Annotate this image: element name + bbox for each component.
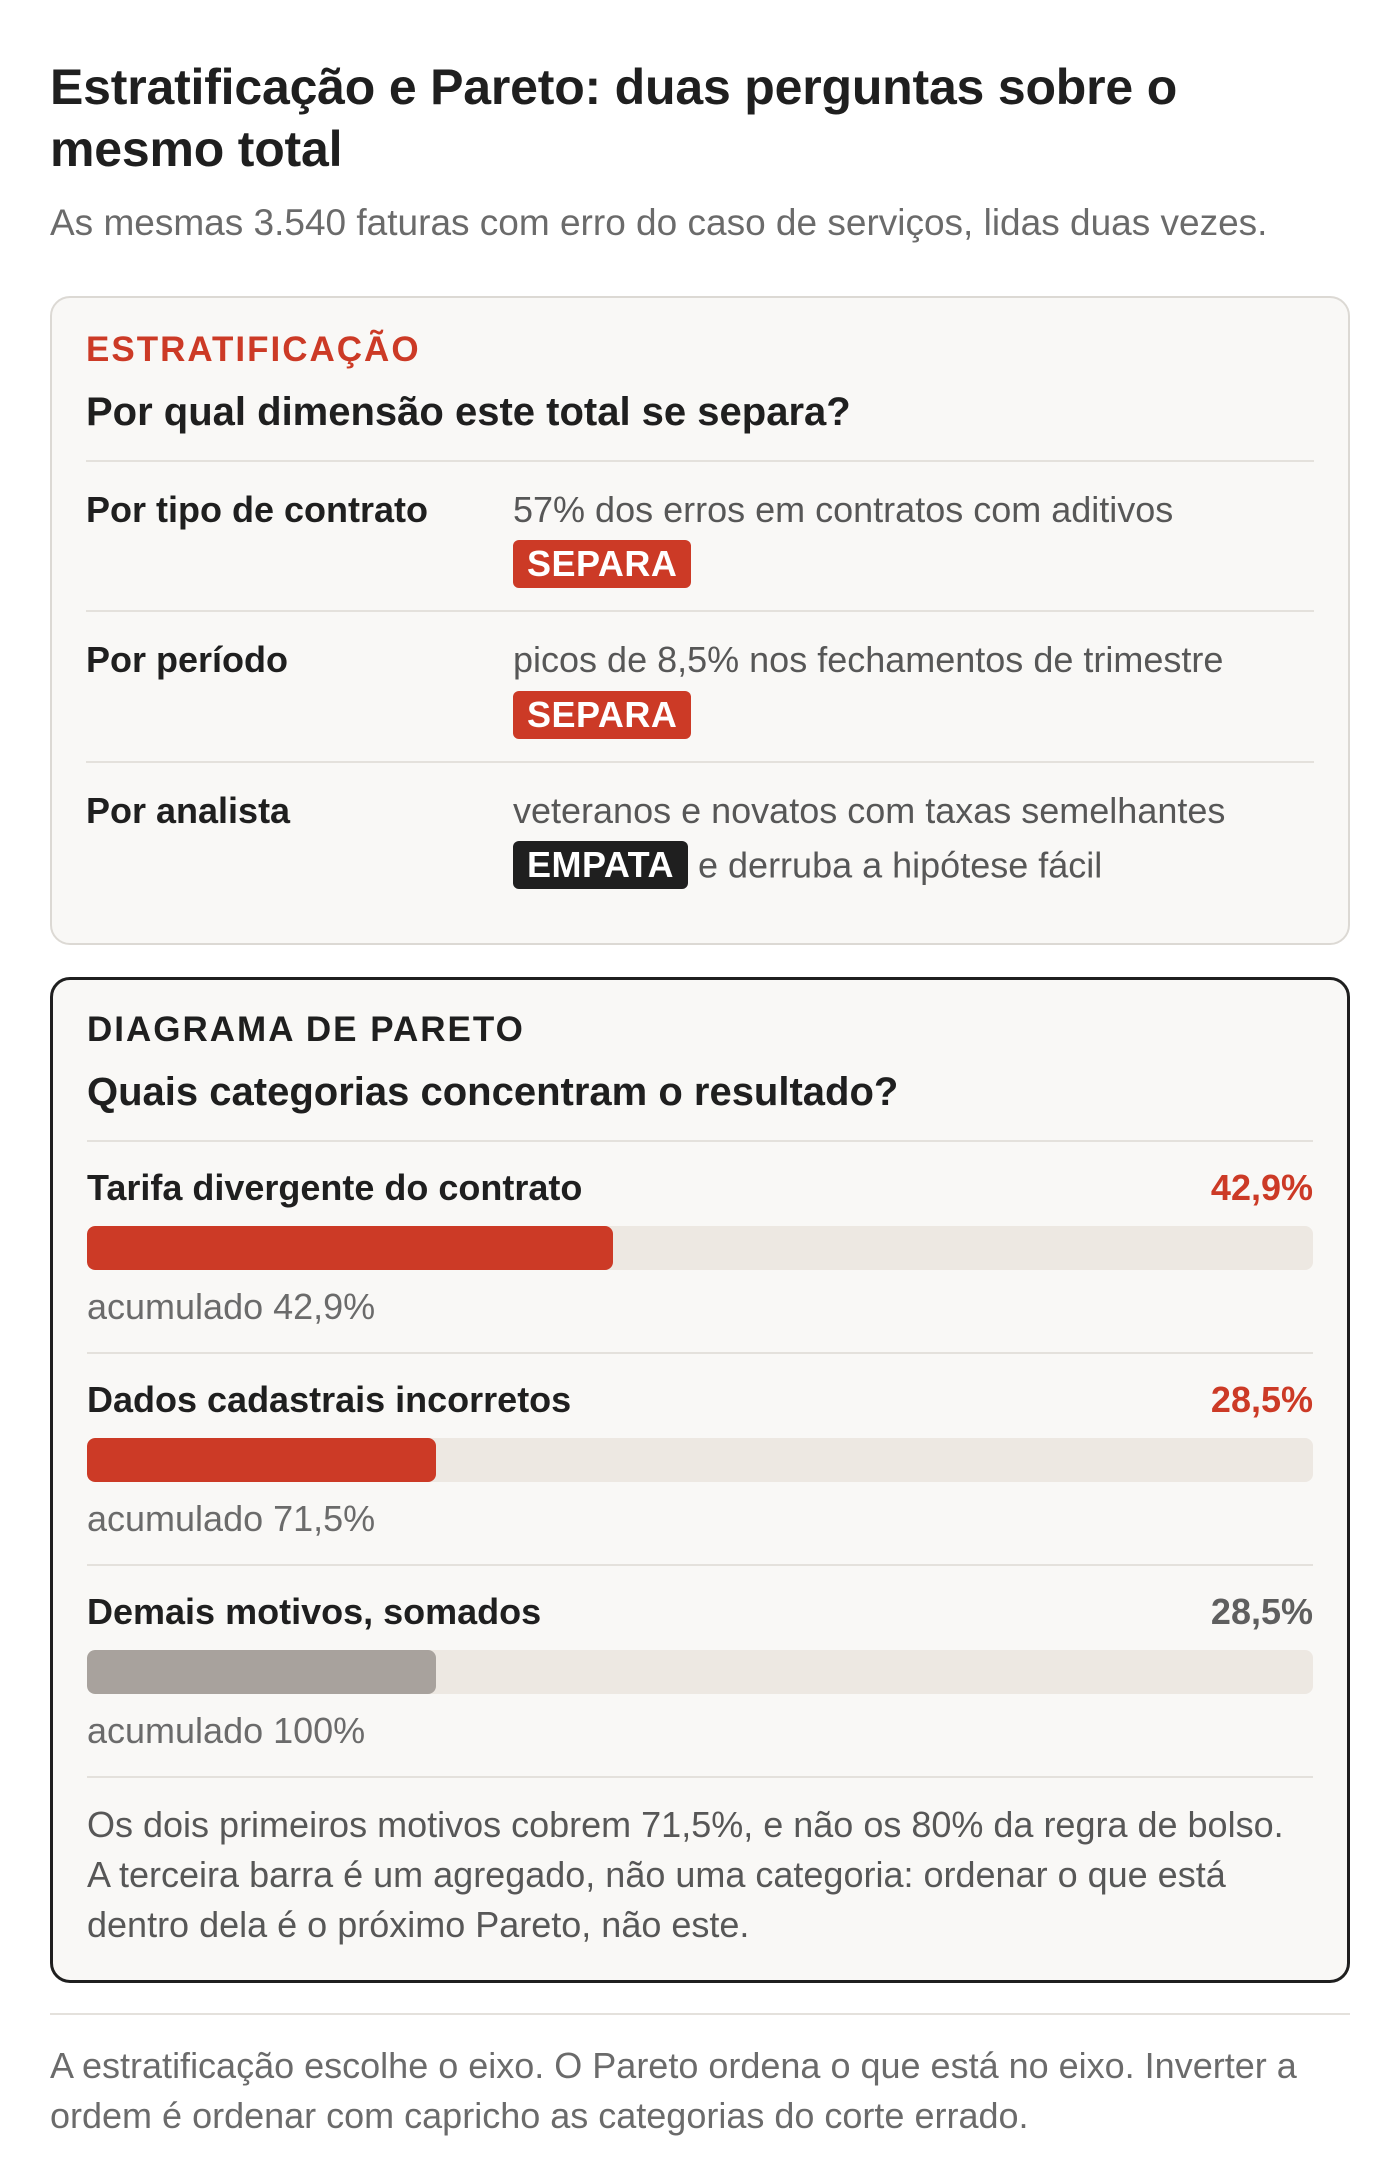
stratification-row-label: Por período [86,639,289,681]
stratification-row-text: picos de 8,5% nos fechamentos de trimest… [513,639,1224,681]
pareto-category-name: Demais motivos, somados [87,1591,542,1633]
stratification-row: Por analista veteranos e novatos com tax… [86,760,1314,913]
stratification-row-detail: 57% dos erros em contratos com aditivos … [513,484,1314,589]
stratification-card: ESTRATIFICAÇÃO Por qual dimensão este to… [50,296,1350,946]
footer-text: A estratificação escolhe o eixo. O Paret… [50,2045,1297,2137]
pareto-cumulative: acumulado 71,5% [87,1498,376,1540]
pareto-category-name: Dados cadastrais incorretos [87,1379,572,1421]
pareto-note: Os dois primeiros motivos cobrem 71,5%, … [87,1776,1313,1950]
stratification-eyebrow: ESTRATIFICAÇÃO [86,330,421,369]
stratification-row-detail: veteranos e novatos com taxas semelhante… [513,785,1314,891]
page: Estratificação e Pareto: duas perguntas … [0,56,1400,2141]
footer-divider [50,2013,1350,2016]
pareto-card: DIAGRAMA DE PARETO Quais categorias conc… [50,977,1350,1984]
pareto-eyebrow: DIAGRAMA DE PARETO [87,1010,525,1050]
pareto-category-value: 42,9% [1210,1167,1313,1209]
pareto-category-name: Tarifa divergente do contrato [87,1167,583,1209]
stratification-row-text: veteranos e novatos com taxas semelhante… [513,789,1226,831]
separa-badge: SEPARA [513,540,692,589]
pareto-bar-track [87,1226,1313,1271]
stratification-question: Por qual dimensão este total se separa? [86,390,851,434]
separa-badge: SEPARA [513,690,692,739]
stratification-row-text: 57% dos erros em contratos com aditivos [513,489,1174,530]
pareto-category-value: 28,5% [1210,1591,1313,1633]
pareto-bar-fill [87,1226,613,1271]
pareto-row: Demais motivos, somados 28,5% acumulado … [87,1564,1313,1776]
pareto-bar-track [87,1438,1313,1483]
pareto-bar-fill [87,1438,437,1483]
stratification-row-label: Por analista [86,789,291,831]
pareto-cumulative: acumulado 100% [87,1710,366,1752]
stratification-row: Por tipo de contrato 57% dos erros em co… [86,462,1314,610]
stratification-row-detail: picos de 8,5% nos fechamentos de trimest… [513,634,1314,739]
pareto-row: Tarifa divergente do contrato 42,9% acum… [87,1142,1313,1352]
pareto-category-value: 28,5% [1210,1379,1313,1421]
stratification-row-aftertext: e derruba a hipótese fácil [698,844,1103,886]
pareto-cumulative: acumulado 42,9% [87,1286,376,1328]
stratification-row: Por período picos de 8,5% nos fechamento… [86,610,1314,760]
pareto-bar-track [87,1650,1313,1695]
pareto-list: Tarifa divergente do contrato 42,9% acum… [87,1140,1313,1776]
page-subtitle: As mesmas 3.540 faturas com erro do caso… [50,202,1268,243]
empata-badge: EMPATA [513,841,688,890]
page-title: Estratificação e Pareto: duas perguntas … [50,59,1178,177]
stratification-list: Por tipo de contrato 57% dos erros em co… [86,460,1314,913]
pareto-bar-fill [87,1650,437,1695]
stratification-row-label: Por tipo de contrato [86,489,428,530]
pareto-row: Dados cadastrais incorretos 28,5% acumul… [87,1352,1313,1564]
pareto-question: Quais categorias concentram o resultado? [87,1070,899,1115]
